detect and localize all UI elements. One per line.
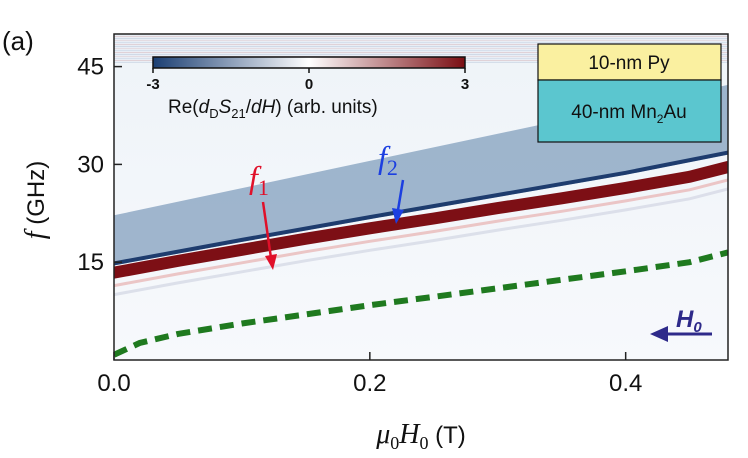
h0-label: H0 <box>676 306 702 336</box>
pink-band-1 <box>114 178 728 288</box>
colorbar-max-label: 3 <box>461 76 469 93</box>
legend-layer-py <box>537 43 722 81</box>
cbar-label-post: ) (arb. units) <box>275 97 377 118</box>
legend-layer-py-label: 10-nm Py <box>588 53 670 74</box>
h0-label-H: H <box>676 306 694 333</box>
cbar-label-pre: Re( <box>168 97 199 118</box>
x-tick-label: 0.0 <box>97 370 130 397</box>
h0-arrow-head <box>650 326 668 342</box>
y-tick-label: 15 <box>77 249 104 276</box>
noise-line <box>114 38 728 39</box>
x-label-sub1: 0 <box>419 433 428 453</box>
f2-mode-line <box>114 150 728 266</box>
y-axis-label: f (GHz) <box>20 161 51 239</box>
panel-label: (a) <box>2 26 34 56</box>
f2-label-sub: 2 <box>387 155 398 180</box>
cbar-label-subD: D <box>209 106 218 121</box>
legend-py-text: 10-nm Py <box>588 53 670 74</box>
field-arrow: H0 <box>650 306 712 342</box>
noise-line <box>114 36 728 37</box>
x-label-mu: μ <box>375 419 390 450</box>
f2-arrow-head <box>392 208 404 224</box>
f1-arrow-shaft <box>261 201 273 259</box>
cbar-label-slash: / <box>246 97 252 118</box>
x-axis-ticks: 0.0 0.2 0.4 <box>97 352 642 397</box>
x-label-unit: (T) <box>428 422 465 449</box>
noise-line <box>114 52 728 53</box>
y-tick-label: 30 <box>77 151 104 178</box>
legend-layer-mn2au <box>537 79 722 143</box>
f2-arrow-shaft <box>396 179 405 211</box>
colorbar-gradient <box>152 56 466 69</box>
y-label-unit: (GHz) <box>23 161 50 232</box>
cbar-label-d: d <box>199 97 211 118</box>
f1-arrow-head <box>265 254 277 270</box>
legend-layer-mn2au-label: 40-nm Mn2Au <box>571 102 686 126</box>
colorbar: -3 0 3 Re(dDS21/dH) (arb. units) <box>146 56 469 121</box>
noise-line <box>114 44 728 45</box>
cbar-label-sub21: 21 <box>231 106 245 121</box>
noise-line <box>114 42 728 43</box>
x-label-H: H <box>398 419 421 450</box>
legend-au-text: Au <box>663 102 686 123</box>
f1-mode-line <box>114 161 728 279</box>
noise-line <box>114 50 728 51</box>
noise-line <box>114 48 728 49</box>
colorbar-min-label: -3 <box>146 76 159 93</box>
cbar-label-S: S <box>219 97 232 118</box>
noise-line <box>114 40 728 41</box>
pink-band-2 <box>114 187 728 297</box>
noise-line <box>114 54 728 55</box>
y-axis-ticks: 15 30 45 <box>77 54 122 276</box>
y-tick-label: 45 <box>77 54 104 81</box>
x-axis-label: μ0H0 (T) <box>375 419 466 453</box>
y-label-f: f <box>20 228 51 239</box>
colorbar-mid-label: 0 <box>305 76 313 93</box>
f1-label-sub: 1 <box>258 175 269 200</box>
plot-frame <box>113 33 729 361</box>
dashed-curve <box>114 249 728 358</box>
h0-label-sub: 0 <box>693 319 702 336</box>
noise-line <box>114 46 728 47</box>
legend-mn-sub: 2 <box>657 112 664 126</box>
layer-legend: 10-nm Py 40-nm Mn2Au <box>537 43 722 143</box>
cbar-label-dH: dH <box>251 97 276 118</box>
x-tick-label: 0.2 <box>353 370 386 397</box>
legend-mn-text: 40-nm Mn <box>571 102 657 123</box>
x-label-sub0: 0 <box>390 433 399 453</box>
colorbar-label: Re(dDS21/dH) (arb. units) <box>168 97 378 121</box>
x-tick-label: 0.4 <box>609 370 642 397</box>
